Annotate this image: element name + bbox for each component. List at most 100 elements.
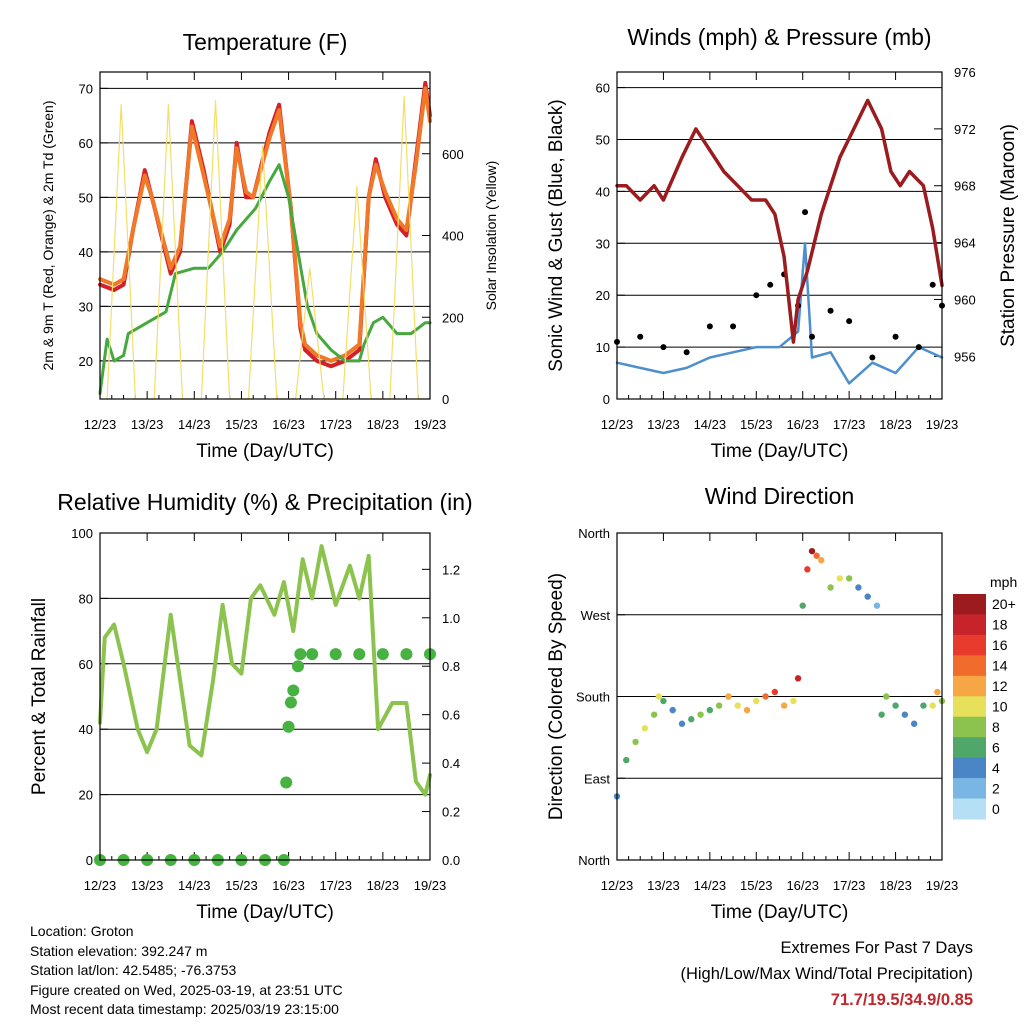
x-tick-label: 13/23	[131, 878, 164, 893]
colorbar-swatch	[953, 778, 986, 800]
y-tick-label: 80	[79, 591, 93, 606]
direction-point	[818, 557, 825, 564]
direction-point	[864, 593, 871, 600]
y-right-tick-label: 200	[442, 310, 464, 325]
point-precipitation	[400, 648, 413, 661]
point-precipitation	[287, 684, 300, 697]
y-right-tick-label: 964	[954, 236, 976, 251]
y-tick-label: 0	[603, 392, 610, 407]
direction-point	[813, 552, 820, 559]
x-tick-label: 12/23	[601, 878, 634, 893]
direction-point	[706, 706, 714, 714]
x-tick-label: 12/23	[84, 878, 117, 893]
x-tick-label: 16/23	[272, 878, 305, 893]
colorbar-swatch	[953, 655, 986, 677]
point-precipitation	[282, 720, 295, 733]
x-tick-label: 14/23	[178, 417, 211, 432]
y-tick-label: 70	[79, 81, 93, 96]
point-gust	[929, 281, 936, 288]
x-tick-label: 12/23	[84, 417, 117, 432]
series-group	[614, 98, 945, 385]
chart-title: Relative Humidity (%) & Precipitation (i…	[57, 489, 472, 515]
series-group	[94, 544, 436, 866]
point-precipitation	[284, 696, 297, 709]
colorbar-swatch	[953, 798, 986, 820]
chart-title: Temperature (F)	[183, 29, 348, 55]
extremes-title: Extremes For Past 7 Days	[780, 939, 973, 957]
point-gust	[767, 281, 774, 288]
y-right-tick-label: 0.6	[442, 708, 460, 723]
direction-point	[623, 756, 630, 764]
direction-point	[920, 702, 927, 709]
direction-point	[790, 697, 797, 705]
direction-point	[743, 706, 751, 714]
y-tick-label: 50	[596, 132, 610, 147]
x-axis-label: Time (Day/UTC)	[711, 902, 849, 923]
point-precipitation	[280, 776, 293, 789]
y-right-tick-label: 0.4	[442, 756, 460, 771]
x-tick-label: 15/23	[225, 878, 258, 893]
colorbar-tick-label: 6	[992, 739, 1000, 755]
x-tick-label: 16/23	[272, 417, 305, 432]
y-tick-label: 60	[596, 81, 610, 96]
point-gust	[637, 333, 644, 340]
direction-point	[794, 675, 802, 682]
direction-point	[934, 688, 941, 696]
location-text: Location: Groton	[30, 923, 134, 939]
y-right-tick-label: 968	[954, 179, 976, 194]
y-axis-label: 2m & 9m T (Red, Orange) & 2m Td (Green)	[40, 101, 56, 371]
colorbar-swatch	[953, 716, 986, 738]
direction-point	[910, 720, 918, 727]
colorbar-tick-label: 4	[992, 760, 1000, 776]
direction-point	[641, 725, 649, 732]
colorbar-swatch	[953, 757, 986, 779]
x-tick-label: 19/23	[414, 878, 447, 893]
chart-winds: Winds (mph) & Pressure (mb) 0 10 20 30 40 50 60…	[546, 24, 1019, 462]
created-text: Figure created on Wed, 2025-03-19, at 23…	[30, 981, 343, 998]
y-right-tick-label: 600	[442, 147, 464, 162]
x-tick-label: 14/23	[694, 417, 727, 432]
y-right-tick-label: 0.2	[442, 805, 460, 820]
colorbar-tick-label: 12	[992, 678, 1008, 694]
direction-point	[688, 716, 695, 723]
colorbar-tick-label: 20+	[992, 596, 1016, 612]
x-tick-label: 13/23	[647, 878, 680, 893]
y-right-tick-label: 972	[954, 122, 976, 137]
x-tick-label: 16/23	[786, 417, 819, 432]
extremes-box: Extremes For Past 7 Days (High/Low/Max W…	[680, 935, 973, 1013]
y-tick-label: 40	[596, 184, 610, 199]
point-gust	[660, 344, 667, 351]
plot-frame	[99, 532, 431, 861]
direction-point	[892, 702, 899, 709]
colorbar-tick-label: 8	[992, 719, 1000, 735]
direction-point	[929, 702, 936, 709]
point-gust	[802, 209, 809, 216]
y-right-tick-label: 1.2	[442, 562, 460, 577]
x-tick-label: 15/23	[225, 417, 258, 432]
series-group	[98, 80, 432, 400]
direction-point	[836, 575, 844, 582]
y-tick-label: 40	[79, 722, 93, 737]
x-tick-label: 18/23	[367, 417, 400, 432]
y-right-tick-label: 1.0	[442, 611, 460, 626]
y-right-tick-label: 976	[954, 65, 976, 80]
y-tick-label: 0	[86, 853, 93, 868]
point-gust	[809, 333, 815, 340]
plot-frame	[616, 71, 943, 400]
extremes-values: 71.7/19.5/34.9/0.85	[830, 991, 973, 1009]
direction-point	[878, 711, 885, 718]
direction-point	[799, 602, 806, 609]
y-axis-label: Percent & Total Rainfall	[29, 598, 50, 795]
chart-temperature: Temperature (F) 20 30 40 50 60 70 0 200 400 600 12/…	[40, 29, 499, 462]
x-tick-label: 17/23	[833, 878, 866, 893]
y-right-tick-label: 400	[442, 229, 464, 244]
x-tick-label: 17/23	[319, 878, 352, 893]
line-2m-td	[98, 163, 432, 396]
x-tick-label: 15/23	[740, 417, 773, 432]
direction-point	[725, 693, 732, 700]
y-axis-right-label: Station Pressure (Maroon)	[998, 124, 1019, 347]
y-tick-label: East	[584, 771, 610, 786]
direction-point	[873, 602, 881, 609]
direction-point	[678, 720, 686, 727]
colorbar-swatch	[953, 675, 986, 697]
